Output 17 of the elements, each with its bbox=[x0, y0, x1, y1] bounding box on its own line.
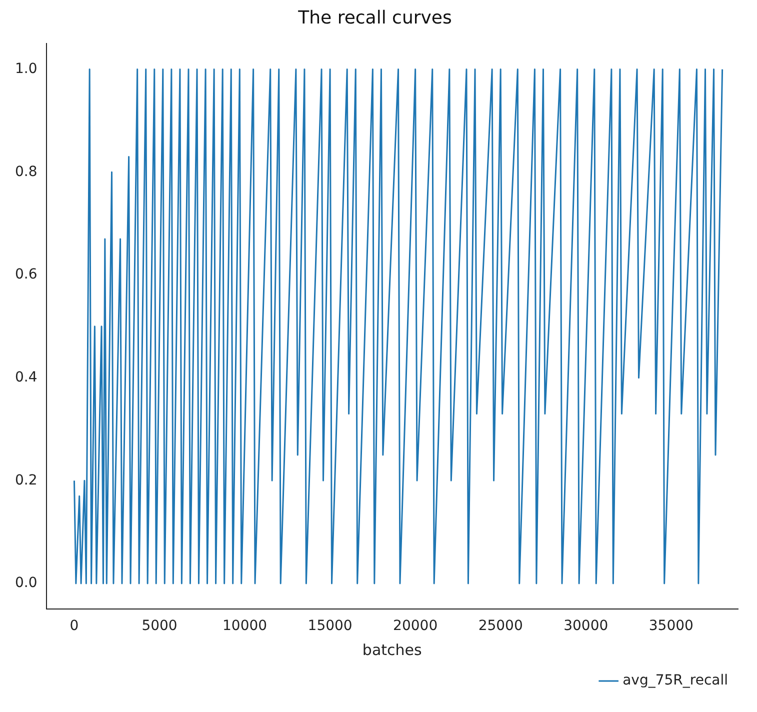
x-tick-label: 10000 bbox=[222, 618, 268, 634]
x-tick-label: 20000 bbox=[393, 618, 438, 634]
legend-label: avg_75R_recall bbox=[622, 672, 728, 689]
x-tick-label: 25000 bbox=[478, 618, 523, 634]
chart-title: The recall curves bbox=[297, 7, 452, 28]
y-tick-label: 0.6 bbox=[15, 266, 38, 283]
y-tick-label: 0.0 bbox=[15, 575, 38, 592]
x-axis-title: batches bbox=[362, 640, 422, 659]
y-tick-label: 0.4 bbox=[15, 369, 38, 386]
x-tick-label: 15000 bbox=[308, 618, 352, 634]
x-tick-label: 30000 bbox=[564, 618, 608, 634]
y-tick-label: 1.0 bbox=[15, 60, 38, 77]
y-tick-label: 0.2 bbox=[15, 472, 38, 488]
x-tick-label: 35000 bbox=[648, 618, 694, 634]
x-tick-label: 0 bbox=[70, 618, 79, 634]
x-tick-label: 5000 bbox=[142, 618, 178, 634]
y-tick-label: 0.8 bbox=[15, 164, 38, 180]
